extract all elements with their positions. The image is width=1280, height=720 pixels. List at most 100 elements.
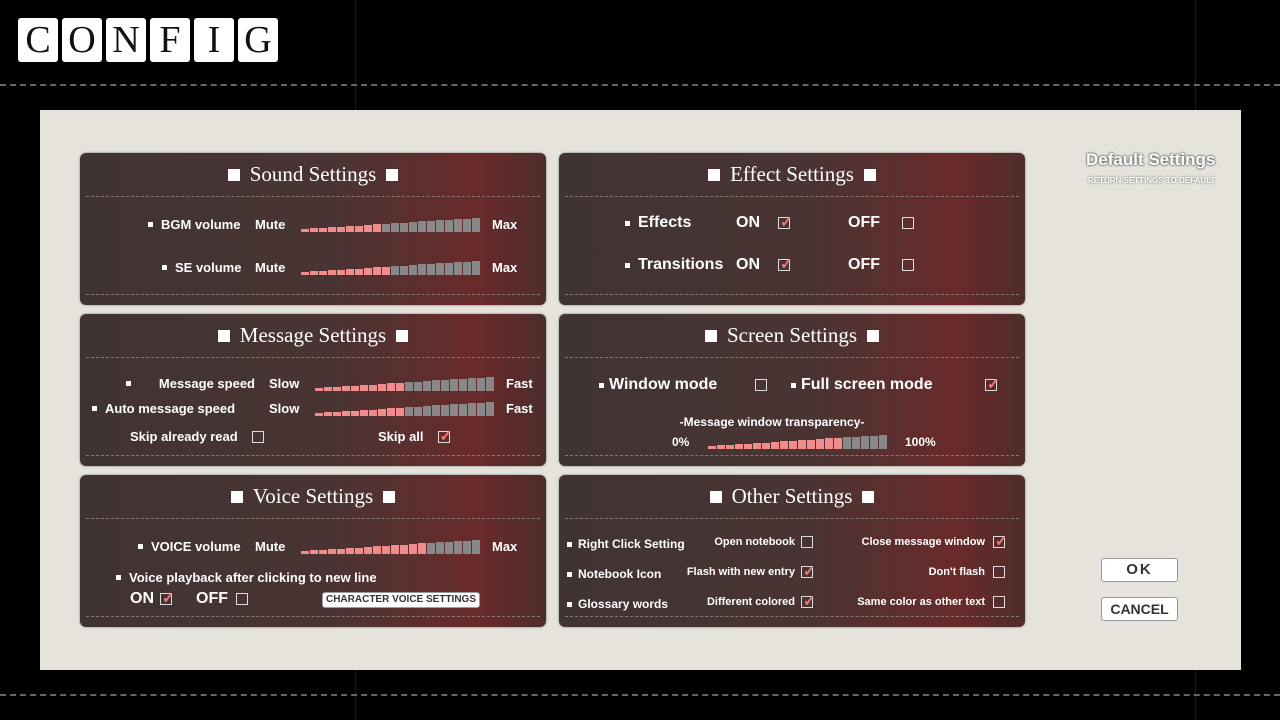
- ok-button[interactable]: OK: [1101, 558, 1178, 582]
- slider-segment[interactable]: [378, 408, 386, 416]
- slider-segment[interactable]: [364, 267, 372, 275]
- slider-segment[interactable]: [409, 543, 417, 554]
- slider-segment[interactable]: [351, 410, 359, 416]
- slider-segment[interactable]: [789, 441, 797, 449]
- fullscreen-checkbox[interactable]: [985, 375, 1000, 393]
- slider-segment[interactable]: [369, 409, 377, 416]
- slider-segment[interactable]: [432, 404, 440, 416]
- slider-segment[interactable]: [391, 222, 399, 232]
- slider-segment[interactable]: [454, 261, 462, 275]
- slider-segment[interactable]: [450, 403, 458, 416]
- option-a-checkbox[interactable]: [801, 536, 813, 548]
- slider-segment[interactable]: [414, 381, 422, 391]
- slider-segment[interactable]: [463, 540, 471, 554]
- message-speed-slider[interactable]: [315, 376, 494, 391]
- slider-segment[interactable]: [369, 384, 377, 391]
- slider-segment[interactable]: [387, 382, 395, 391]
- slider-segment[interactable]: [450, 378, 458, 391]
- slider-segment[interactable]: [382, 545, 390, 554]
- slider-segment[interactable]: [418, 220, 426, 232]
- slider-segment[interactable]: [477, 402, 485, 416]
- bgm-volume-slider[interactable]: [301, 217, 480, 232]
- slider-segment[interactable]: [373, 266, 381, 275]
- slider-segment[interactable]: [762, 443, 770, 449]
- slider-segment[interactable]: [400, 222, 408, 232]
- slider-segment[interactable]: [400, 544, 408, 554]
- slider-segment[interactable]: [879, 435, 887, 449]
- slider-segment[interactable]: [346, 268, 354, 275]
- transitions-on-checkbox[interactable]: [778, 255, 793, 273]
- slider-segment[interactable]: [310, 270, 318, 275]
- slider-segment[interactable]: [355, 547, 363, 554]
- transparency-slider[interactable]: [708, 435, 887, 449]
- slider-segment[interactable]: [310, 227, 318, 232]
- slider-segment[interactable]: [427, 542, 435, 554]
- slider-segment[interactable]: [816, 439, 824, 449]
- slider-segment[interactable]: [333, 386, 341, 391]
- slider-segment[interactable]: [468, 402, 476, 416]
- slider-segment[interactable]: [405, 381, 413, 391]
- slider-segment[interactable]: [315, 412, 323, 416]
- slider-segment[interactable]: [436, 219, 444, 232]
- slider-segment[interactable]: [396, 382, 404, 391]
- slider-segment[interactable]: [418, 263, 426, 275]
- slider-segment[interactable]: [472, 260, 480, 275]
- slider-segment[interactable]: [315, 387, 323, 391]
- option-b-checkbox[interactable]: [993, 566, 1005, 578]
- slider-segment[interactable]: [468, 377, 476, 391]
- skip-all-checkbox[interactable]: [437, 427, 452, 445]
- slider-segment[interactable]: [414, 406, 422, 416]
- slider-segment[interactable]: [337, 548, 345, 554]
- effects-on-checkbox[interactable]: [778, 213, 793, 231]
- slider-segment[interactable]: [396, 407, 404, 416]
- slider-segment[interactable]: [324, 411, 332, 416]
- slider-segment[interactable]: [717, 445, 725, 449]
- slider-segment[interactable]: [310, 549, 318, 554]
- slider-segment[interactable]: [427, 220, 435, 232]
- slider-segment[interactable]: [382, 223, 390, 232]
- slider-segment[interactable]: [342, 385, 350, 391]
- slider-segment[interactable]: [319, 270, 327, 275]
- slider-segment[interactable]: [459, 403, 467, 416]
- slider-segment[interactable]: [463, 218, 471, 232]
- slider-segment[interactable]: [486, 376, 494, 391]
- slider-segment[interactable]: [472, 217, 480, 232]
- slider-segment[interactable]: [373, 223, 381, 232]
- slider-segment[interactable]: [427, 263, 435, 275]
- slider-segment[interactable]: [328, 226, 336, 232]
- slider-segment[interactable]: [459, 378, 467, 391]
- auto-speed-slider[interactable]: [315, 401, 494, 416]
- slider-segment[interactable]: [387, 407, 395, 416]
- slider-segment[interactable]: [486, 401, 494, 416]
- slider-segment[interactable]: [843, 437, 851, 449]
- slider-segment[interactable]: [454, 218, 462, 232]
- slider-segment[interactable]: [870, 436, 878, 449]
- slider-segment[interactable]: [409, 264, 417, 275]
- default-settings-button[interactable]: Default Settings: [1086, 150, 1216, 169]
- slider-segment[interactable]: [423, 405, 431, 416]
- slider-segment[interactable]: [771, 442, 779, 449]
- slider-segment[interactable]: [400, 265, 408, 275]
- slider-segment[interactable]: [333, 411, 341, 416]
- slider-segment[interactable]: [360, 384, 368, 391]
- slider-segment[interactable]: [436, 541, 444, 554]
- slider-segment[interactable]: [342, 410, 350, 416]
- slider-segment[interactable]: [825, 438, 833, 449]
- slider-segment[interactable]: [391, 544, 399, 554]
- slider-segment[interactable]: [753, 443, 761, 449]
- slider-segment[interactable]: [744, 444, 752, 449]
- slider-segment[interactable]: [328, 548, 336, 554]
- option-a-checkbox[interactable]: [801, 592, 816, 610]
- slider-segment[interactable]: [391, 265, 399, 275]
- slider-segment[interactable]: [807, 440, 815, 449]
- slider-segment[interactable]: [337, 269, 345, 275]
- skip-read-checkbox[interactable]: [251, 430, 264, 443]
- slider-segment[interactable]: [441, 379, 449, 391]
- slider-segment[interactable]: [364, 224, 372, 232]
- slider-segment[interactable]: [351, 385, 359, 391]
- slider-segment[interactable]: [378, 383, 386, 391]
- transitions-off-checkbox[interactable]: [902, 259, 914, 271]
- slider-segment[interactable]: [319, 549, 327, 554]
- se-volume-slider[interactable]: [301, 260, 480, 275]
- slider-segment[interactable]: [301, 228, 309, 232]
